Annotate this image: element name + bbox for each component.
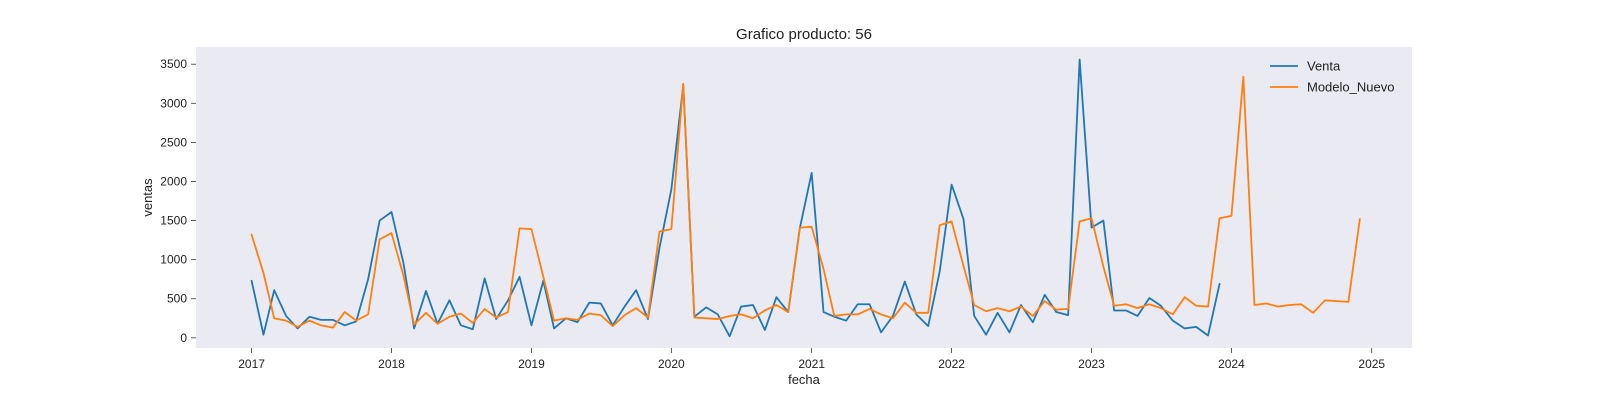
x-tick-label: 2024	[1218, 357, 1245, 371]
y-tick-label: 3000	[160, 96, 187, 110]
series-line-modelo-nuevo	[250, 75, 1361, 329]
y-axis: 0 500 1000 1500 2000 2500 3000 3500	[160, 57, 196, 345]
legend-label: Modelo_Nuevo	[1307, 80, 1394, 95]
y-tick-label: 2000	[160, 174, 187, 188]
y-tick-label: 1000	[160, 253, 187, 267]
x-tick-label: 2017	[238, 357, 265, 371]
x-axis-label: fecha	[788, 372, 821, 387]
y-tick-label: 1500	[160, 214, 187, 228]
y-tick-label: 500	[167, 292, 187, 306]
legend: Venta Modelo_Nuevo	[1270, 59, 1394, 95]
y-tick-label: 0	[180, 331, 187, 345]
y-axis-label: ventas	[140, 178, 155, 217]
chart-title: Grafico producto: 56	[736, 26, 872, 43]
x-axis: 2017 2018 2019 2020 2021 2022 2023 2024 2025	[238, 348, 1385, 371]
x-tick-label: 2019	[518, 357, 545, 371]
x-tick-label: 2021	[798, 357, 825, 371]
series-layer	[250, 58, 1361, 338]
plot-area	[196, 47, 1412, 348]
x-tick-label: 2023	[1078, 357, 1105, 371]
y-tick-label: 3500	[160, 57, 187, 71]
x-tick-label: 2022	[938, 357, 965, 371]
x-tick-label: 2018	[378, 357, 405, 371]
legend-label: Venta	[1307, 59, 1341, 74]
y-tick-label: 2500	[160, 135, 187, 149]
x-tick-label: 2025	[1358, 357, 1385, 371]
x-tick-label: 2020	[658, 357, 685, 371]
